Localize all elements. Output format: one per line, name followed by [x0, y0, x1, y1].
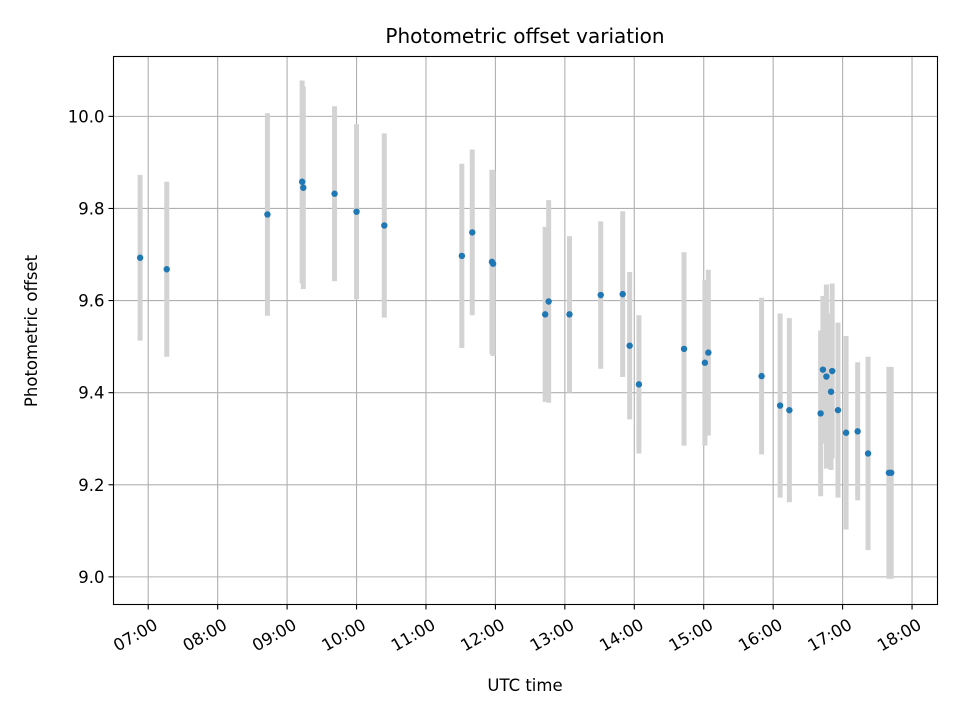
- errorbar-layer: [137, 80, 894, 579]
- x-tick-label: 14:00: [596, 615, 647, 655]
- data-point: [597, 291, 604, 299]
- data-point: [776, 402, 784, 409]
- y-tick-label: 9.8: [78, 199, 104, 218]
- data-point: [331, 190, 338, 197]
- data-point: [545, 298, 552, 305]
- data-point: [854, 428, 861, 435]
- data-point: [827, 388, 835, 395]
- x-tick-label: 07:00: [110, 615, 161, 655]
- data-point: [298, 178, 306, 185]
- y-tick-label: 10.0: [68, 107, 105, 126]
- tick-layer: 07:00 08:00 09:00 10:00 11:00 12:00 13:00 14:00…: [68, 107, 925, 655]
- x-tick-label: 09:00: [249, 615, 300, 655]
- x-tick-label: 08:00: [180, 615, 231, 655]
- y-tick-label: 9.0: [78, 568, 104, 587]
- data-point: [828, 367, 836, 375]
- grid-layer: [113, 56, 938, 605]
- x-tick-label: 11:00: [388, 615, 439, 655]
- x-tick-label: 16:00: [735, 615, 786, 655]
- y-tick-label: 9.4: [78, 384, 104, 403]
- x-tick-label: 17:00: [805, 615, 856, 655]
- data-point: [489, 260, 497, 267]
- y-tick-label: 9.6: [78, 292, 104, 311]
- data-point: [300, 184, 307, 191]
- plot-frame: [112, 55, 939, 606]
- x-tick-label: 18:00: [874, 615, 925, 655]
- data-point: [705, 349, 712, 356]
- data-point: [264, 211, 271, 218]
- y-tick-label: 9.2: [78, 476, 104, 495]
- data-point: [680, 345, 688, 353]
- data-point: [701, 359, 709, 366]
- data-point: [864, 450, 872, 457]
- data-point: [136, 254, 144, 261]
- x-tick-label: 12:00: [457, 615, 508, 655]
- data-point: [817, 410, 824, 417]
- data-point: [458, 252, 466, 260]
- point-layer: [136, 178, 895, 476]
- data-point: [566, 311, 573, 318]
- x-tick-label: 10:00: [318, 615, 369, 655]
- data-point: [823, 373, 830, 380]
- data-point: [834, 406, 842, 414]
- x-axis-label: UTC time: [487, 676, 562, 695]
- data-point: [541, 311, 549, 318]
- x-tick-label: 13:00: [527, 615, 578, 655]
- x-tick-label: 15:00: [666, 615, 717, 655]
- data-point: [381, 222, 388, 229]
- data-point: [635, 381, 643, 388]
- data-point: [163, 266, 170, 273]
- data-point: [758, 372, 765, 380]
- data-point: [626, 342, 633, 349]
- y-axis-label: Photometric offset: [22, 254, 41, 407]
- data-point: [619, 290, 626, 298]
- chart-title: Photometric offset variation: [385, 24, 664, 48]
- data-point: [353, 208, 360, 215]
- data-point: [888, 469, 895, 476]
- data-point: [786, 406, 793, 414]
- data-point: [469, 229, 476, 236]
- data-point: [842, 429, 850, 436]
- data-point: [819, 366, 827, 373]
